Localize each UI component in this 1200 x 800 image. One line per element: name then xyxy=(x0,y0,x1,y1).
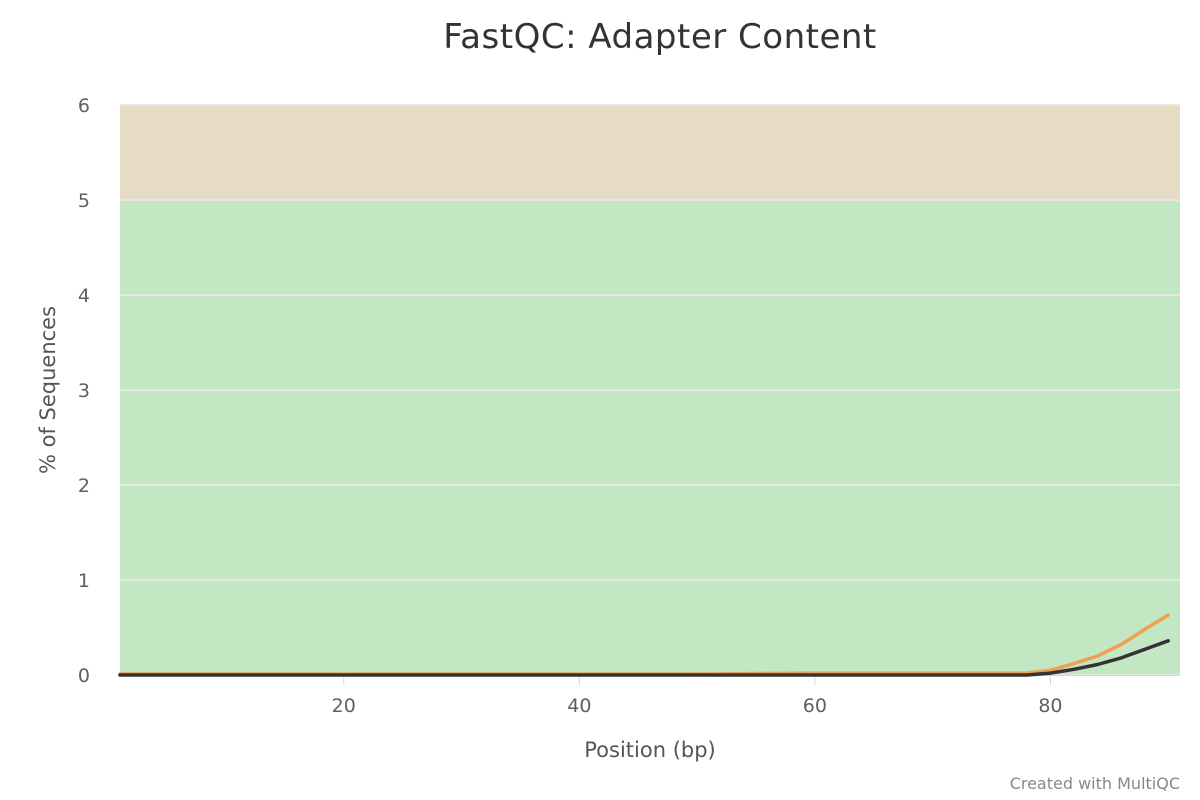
y-tick-label: 5 xyxy=(78,190,90,212)
y-axis-ticks: 0 1 2 3 4 5 6 xyxy=(78,95,90,687)
x-axis-title: Position (bp) xyxy=(584,738,716,762)
threshold-bands xyxy=(120,105,1180,675)
series-line-1[interactable] xyxy=(118,639,1170,677)
x-tick-label: 40 xyxy=(567,695,591,717)
band-0 xyxy=(120,200,1180,675)
y-tick-label: 4 xyxy=(78,285,90,307)
y-tick-label: 0 xyxy=(78,665,90,687)
y-axis-title: % of Sequences xyxy=(36,306,60,474)
x-tick-label: 60 xyxy=(803,695,827,717)
y-tick-label: 6 xyxy=(78,95,90,117)
chart-title: FastQC: Adapter Content xyxy=(443,17,877,57)
credit-link[interactable]: Created with MultiQC xyxy=(1010,774,1180,793)
x-tick-label: 20 xyxy=(332,695,356,717)
y-tick-label: 1 xyxy=(78,570,90,592)
y-tick-label: 2 xyxy=(78,475,90,497)
x-tick-label: 80 xyxy=(1038,695,1062,717)
band-1 xyxy=(120,105,1180,200)
x-axis-ticks: 20 40 60 80 xyxy=(332,675,1063,717)
y-tick-label: 3 xyxy=(78,380,90,402)
series-lines xyxy=(118,613,1170,677)
